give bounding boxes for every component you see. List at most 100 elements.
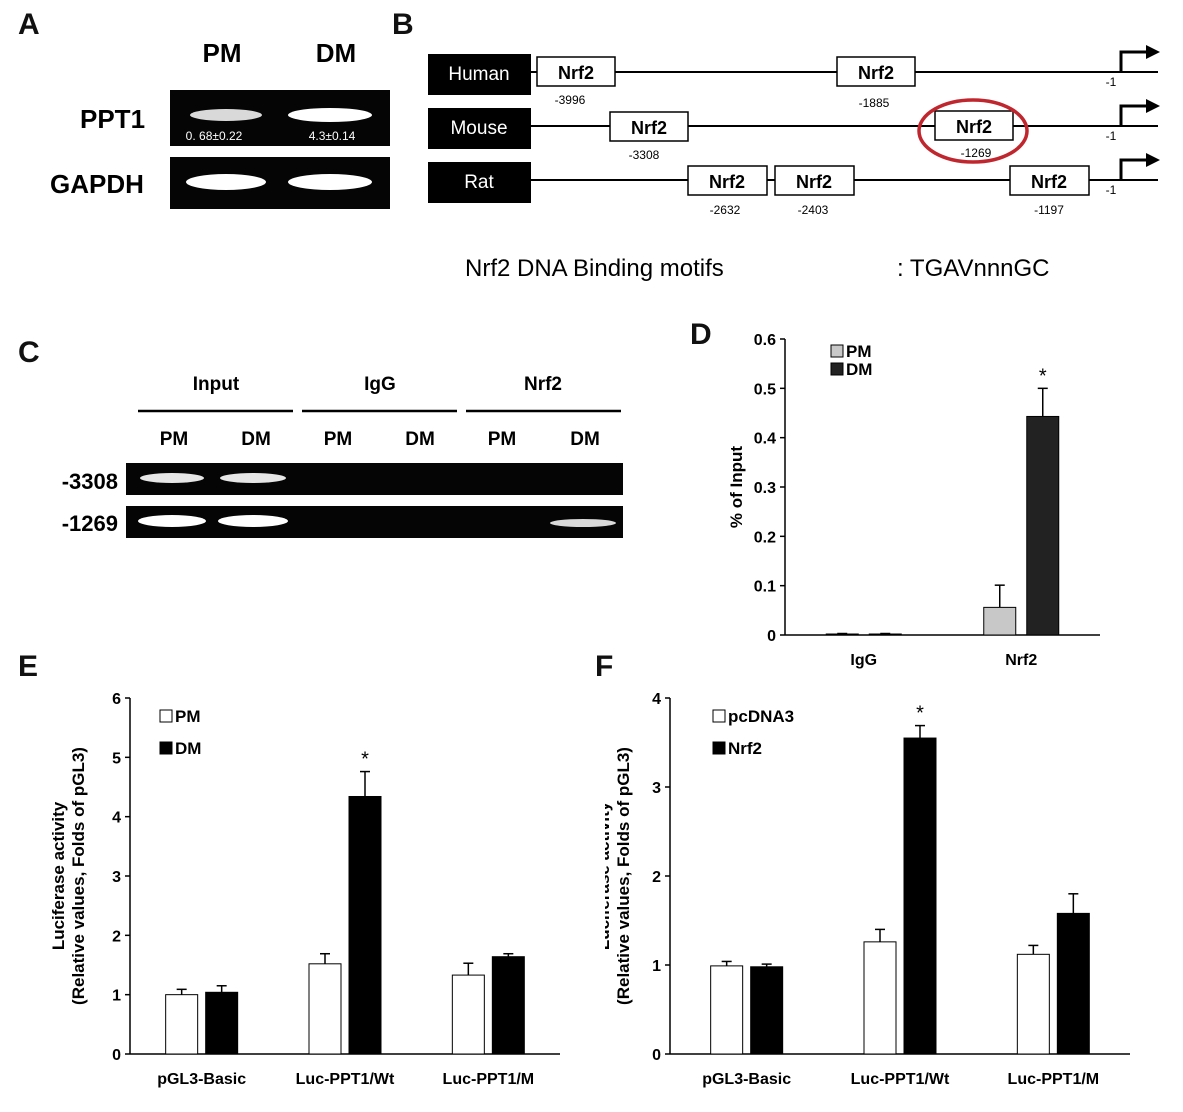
- y-tick-label: 0.4: [754, 431, 776, 448]
- y-tick-label: 2: [112, 928, 121, 945]
- legend-label: DM: [846, 360, 872, 379]
- panel-a-gel: PM DM PPT1 GAPDH 0. 68±0.22 4.3±0.14: [50, 38, 390, 209]
- y-tick-label: 2: [652, 869, 661, 886]
- chip-group-input: Input: [193, 374, 240, 395]
- legend-swatch: [830, 362, 844, 376]
- nrf2-site-box: [774, 165, 855, 196]
- legend-label: PM: [175, 707, 201, 726]
- lane-label: DM: [570, 429, 600, 450]
- y-axis-label: % of Input: [727, 446, 746, 528]
- bar: [451, 974, 485, 1055]
- motif-sequence: : TGAVnnnGC: [897, 255, 1050, 282]
- bar: [1056, 912, 1090, 1055]
- tss-position: -1: [1106, 183, 1117, 197]
- site-position: -3996: [555, 93, 586, 107]
- category-label: pGL3-Basic: [157, 1071, 246, 1088]
- category-label: IgG: [850, 652, 877, 669]
- y-axis-label-2: (Relative values, Folds of pGL3): [69, 747, 88, 1005]
- panel-letter-b: B: [392, 8, 414, 41]
- panel-letter-a: A: [18, 8, 40, 41]
- bar: [1026, 415, 1060, 636]
- gel-a-row-gapdh: GAPDH: [50, 169, 144, 199]
- chip-row-label: -1269: [62, 511, 118, 536]
- y-tick-label: 0.3: [754, 480, 776, 497]
- y-tick-label: 3: [112, 869, 121, 886]
- nrf2-site-label: Nrf2: [631, 118, 667, 138]
- gel-band: [288, 174, 372, 190]
- arrow-head-icon: [1146, 153, 1160, 167]
- tss-position: -1: [1106, 75, 1117, 89]
- gel-band: [218, 515, 288, 527]
- legend-label: DM: [175, 739, 201, 758]
- category-label: pGL3-Basic: [702, 1071, 791, 1088]
- bar: [903, 737, 937, 1055]
- panel-letter-e: E: [18, 650, 39, 683]
- site-position: -1197: [1034, 203, 1064, 217]
- y-tick-label: 0.6: [754, 332, 776, 349]
- y-tick-label: 0: [767, 628, 776, 645]
- chip-group-nrf2: Nrf2: [524, 374, 562, 395]
- gel-band: [190, 109, 262, 121]
- chip-gel-row-bg: [126, 506, 623, 538]
- site-position: -3308: [629, 148, 660, 162]
- y-tick-label: 1: [652, 958, 661, 975]
- gel-band: [140, 473, 204, 483]
- bar: [491, 956, 525, 1055]
- species-label-box: [428, 162, 531, 203]
- highlight-circle: [917, 98, 1029, 164]
- legend-swatch: [830, 344, 844, 358]
- y-tick-label: 6: [112, 691, 121, 708]
- nrf2-site-label: Nrf2: [709, 172, 745, 192]
- panel-letter-d: D: [690, 318, 712, 351]
- motif-caption: Nrf2 DNA Binding motifs: [465, 255, 724, 282]
- nrf2-site-box: [1009, 165, 1090, 196]
- category-label: Luc-PPT1/M: [1008, 1071, 1100, 1088]
- site-position: -2632: [710, 203, 741, 217]
- y-tick-label: 3: [652, 780, 661, 797]
- y-tick-label: 0.2: [754, 529, 776, 546]
- gel-band: [220, 473, 286, 483]
- tss-arrow-icon: [1119, 50, 1150, 72]
- tss-arrow-icon: [1119, 104, 1150, 126]
- site-position: -1269: [961, 146, 992, 160]
- category-label: Luc-PPT1/M: [443, 1071, 535, 1088]
- nrf2-site-label: Nrf2: [956, 117, 992, 137]
- y-tick-label: 0: [652, 1047, 661, 1064]
- lane-label: PM: [160, 429, 189, 450]
- y-tick-label: 0.1: [754, 579, 776, 596]
- y-tick-label: 5: [112, 750, 121, 767]
- bar: [983, 606, 1017, 636]
- nrf2-site-box: [836, 56, 916, 87]
- nrf2-site-label: Nrf2: [858, 63, 894, 83]
- chip-gel-row-bg: [126, 463, 623, 495]
- species-label-box: [428, 108, 531, 149]
- site-position: -2403: [798, 203, 829, 217]
- gel-band: [186, 174, 266, 190]
- nrf2-site-box: [536, 56, 616, 87]
- species-mouse: Mouse: [450, 118, 507, 139]
- significance-asterisk: *: [361, 749, 369, 771]
- bar: [710, 965, 744, 1055]
- nrf2-site-box: [687, 165, 768, 196]
- category-label: Nrf2: [1005, 652, 1037, 669]
- gel-a-value-dm: 4.3±0.14: [309, 129, 356, 143]
- gel-band: [288, 108, 372, 122]
- bar: [863, 941, 897, 1055]
- y-tick-label: 4: [112, 810, 121, 827]
- significance-asterisk: *: [916, 703, 924, 725]
- chip-row-label: -3308: [62, 469, 118, 494]
- bar: [348, 795, 382, 1055]
- y-tick-label: 0.5: [754, 381, 776, 398]
- legend-label: Nrf2: [728, 739, 762, 758]
- bar: [750, 966, 784, 1055]
- legend-label: pcDNA3: [728, 707, 794, 726]
- y-tick-label: 4: [652, 691, 661, 708]
- legend-swatch: [712, 709, 726, 723]
- tss-position: -1: [1106, 129, 1117, 143]
- chip-group-igg: IgG: [364, 374, 396, 395]
- gel-a-row-ppt1: PPT1: [80, 104, 145, 134]
- nrf2-site-label: Nrf2: [558, 63, 594, 83]
- tss-arrow-icon: [1119, 158, 1150, 180]
- bar: [205, 991, 239, 1055]
- species-rat: Rat: [464, 172, 494, 193]
